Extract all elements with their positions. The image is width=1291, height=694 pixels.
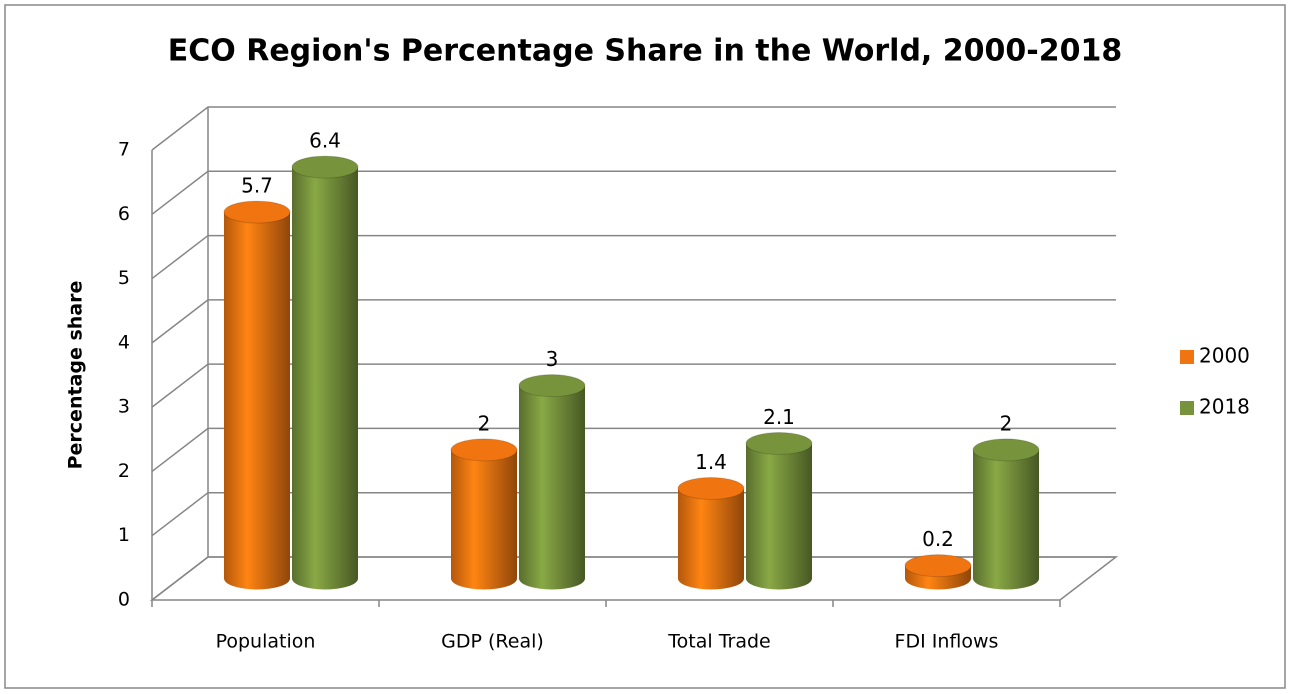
bar: [972, 438, 1040, 590]
legend-swatch: [1180, 401, 1194, 415]
chart-frame: [4, 4, 1286, 689]
data-label: 2: [1000, 411, 1013, 435]
data-label: 1.4: [695, 450, 727, 474]
bar-body: [292, 167, 358, 590]
y-tick-label: 2: [118, 460, 130, 482]
y-tick-label: 1: [118, 524, 130, 546]
bar: [223, 200, 291, 590]
bar-top: [450, 438, 518, 462]
bar: [745, 432, 813, 590]
x-tick-label: Population: [216, 631, 316, 653]
data-label: 3: [546, 347, 559, 371]
bar-body: [746, 443, 812, 590]
bar-top: [904, 554, 972, 578]
y-tick-label: 5: [118, 267, 130, 289]
bar-body: [519, 385, 585, 590]
bar: [904, 554, 972, 590]
data-label: 5.7: [241, 174, 273, 198]
y-tick-label: 4: [118, 331, 130, 353]
x-tick-label: Total Trade: [667, 631, 770, 653]
y-tick-label: 6: [118, 203, 130, 225]
bar-body: [451, 449, 517, 590]
data-label: 2.1: [763, 405, 795, 429]
legend-label: 2000: [1199, 344, 1250, 368]
bar-top: [745, 432, 813, 455]
bar: [677, 477, 745, 590]
bar: [291, 155, 359, 590]
y-tick-label: 7: [118, 139, 130, 161]
chart-title: ECO Region's Percentage Share in the Wor…: [168, 34, 1122, 69]
bar-body: [973, 449, 1039, 590]
x-tick-label: FDI Inflows: [895, 631, 999, 653]
y-axis-label: Percentage share: [65, 281, 87, 470]
legend-label: 2018: [1199, 395, 1250, 419]
bar-top: [291, 155, 359, 179]
bar-top: [518, 374, 586, 398]
bar: [450, 438, 518, 590]
x-tick-label: GDP (Real): [441, 631, 544, 653]
y-tick-label: 0: [118, 589, 130, 611]
data-label: 0.2: [922, 527, 954, 551]
bar-top: [677, 477, 745, 500]
y-tick-label: 3: [118, 396, 130, 418]
bar-body: [224, 212, 290, 590]
data-label: 2: [478, 411, 491, 435]
bar: [518, 374, 586, 590]
bar-top: [223, 200, 291, 224]
bar-top: [972, 438, 1040, 462]
legend-swatch: [1180, 350, 1194, 364]
bar-body: [678, 488, 744, 590]
data-label: 6.4: [309, 129, 341, 153]
